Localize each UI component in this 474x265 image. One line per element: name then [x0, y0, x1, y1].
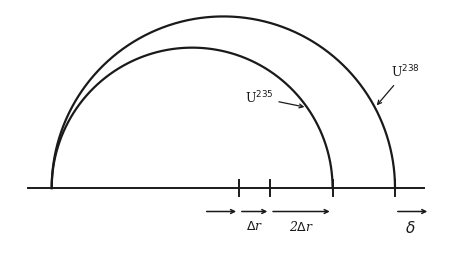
Text: U$^{235}$: U$^{235}$: [245, 90, 303, 108]
Text: $\Delta$r: $\Delta$r: [246, 220, 263, 233]
Text: U$^{238}$: U$^{238}$: [378, 64, 419, 104]
Text: $\mathit{\delta}$: $\mathit{\delta}$: [405, 220, 415, 236]
Text: 2$\Delta$r: 2$\Delta$r: [289, 220, 314, 234]
